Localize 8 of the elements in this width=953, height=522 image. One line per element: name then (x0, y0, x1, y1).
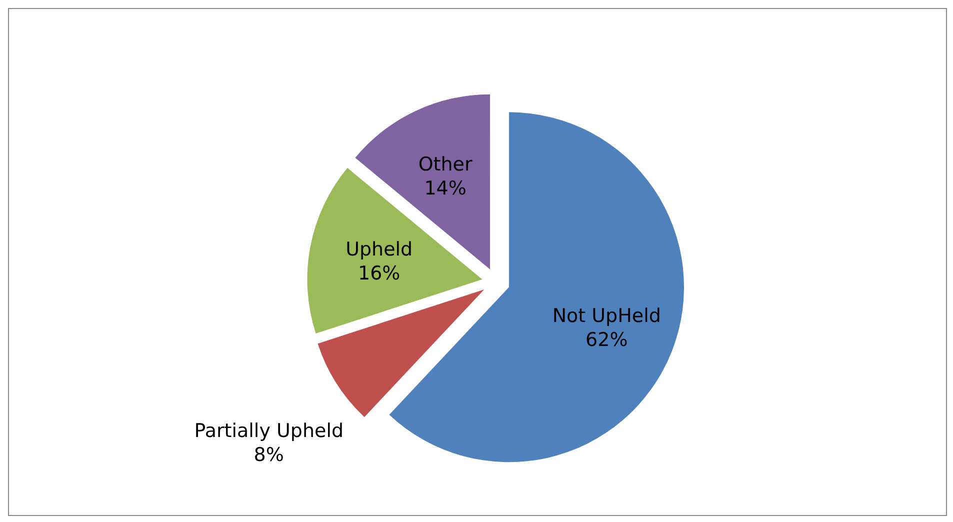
data-label: 16% (358, 262, 400, 285)
slice-label: Partially Upheld (194, 420, 344, 442)
data-label: 14% (424, 177, 466, 200)
slice-label: Other (418, 153, 472, 176)
slice-label: Not UpHeld (552, 304, 661, 327)
slice-label: Upheld (346, 238, 413, 261)
data-label: 62% (586, 328, 628, 351)
data-label: 8% (254, 444, 284, 466)
